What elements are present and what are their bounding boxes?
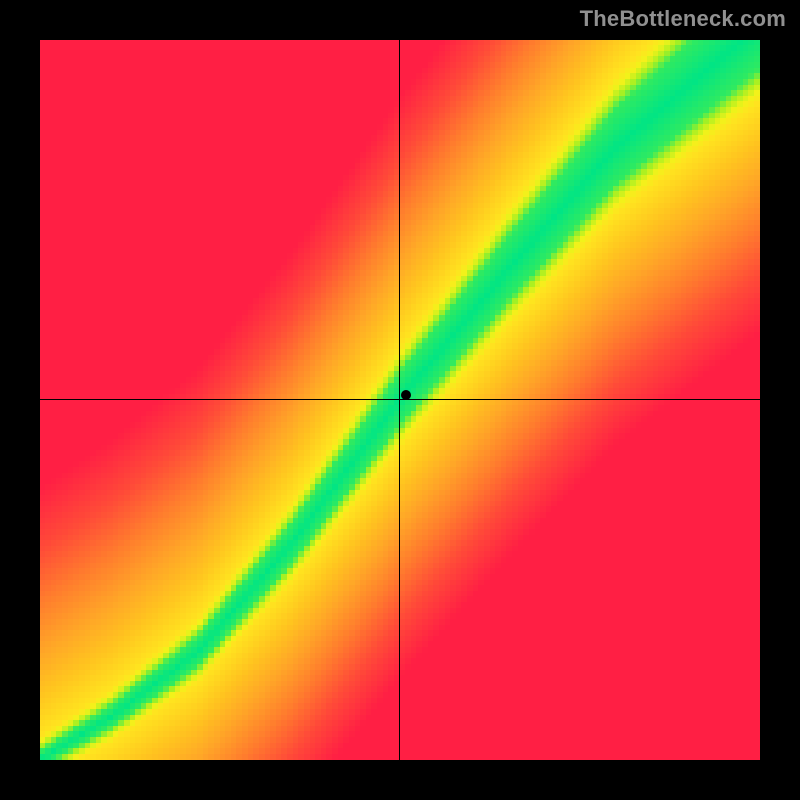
watermark-text: TheBottleneck.com: [580, 6, 786, 32]
chart-frame: TheBottleneck.com: [0, 0, 800, 800]
heatmap-plot: [40, 40, 760, 760]
heatmap-canvas: [40, 40, 760, 760]
